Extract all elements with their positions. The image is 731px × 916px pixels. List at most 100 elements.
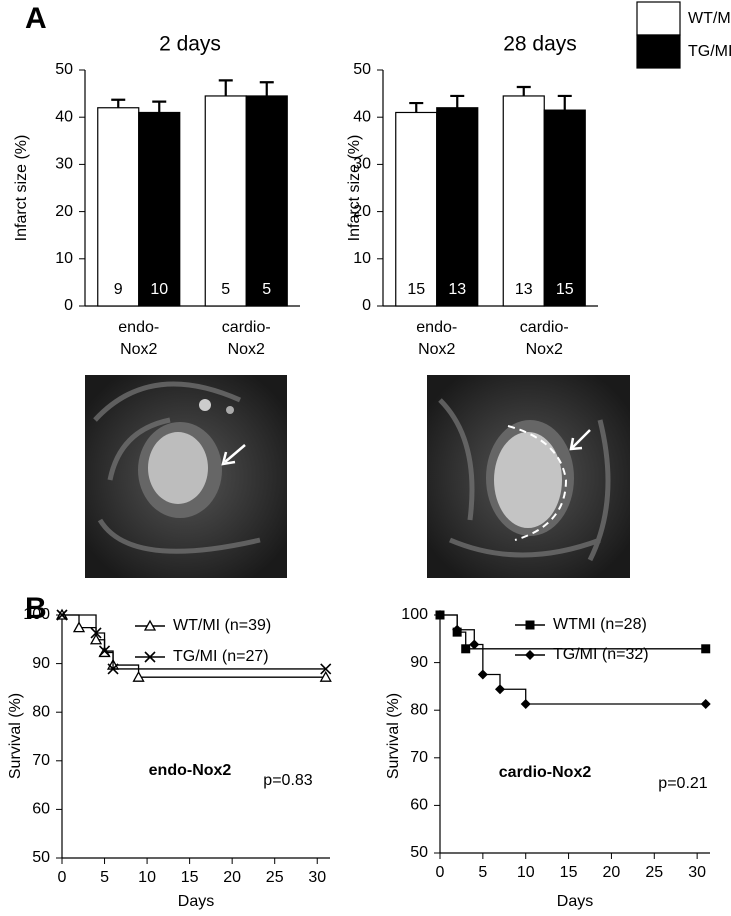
marker (320, 663, 332, 675)
y-tick-label: 100 (23, 606, 50, 623)
bar (436, 107, 479, 307)
y-axis-label: Survival (%) (385, 693, 402, 779)
n-label: 10 (150, 281, 168, 298)
x-tick-label: 10 (517, 864, 535, 881)
x-tick-label: 5 (100, 869, 109, 886)
n-label: 9 (114, 281, 123, 298)
marker (56, 609, 68, 621)
y-tick-label: 10 (353, 250, 371, 267)
y-tick-label: 50 (410, 844, 428, 861)
error-bar (259, 81, 274, 96)
error-bar (152, 100, 167, 113)
marker (700, 699, 711, 710)
y-tick-label: 80 (410, 701, 428, 718)
marker (72, 621, 86, 633)
bar (502, 95, 545, 307)
marker (89, 633, 103, 645)
legend-marker (143, 619, 157, 631)
legend-label: TG/MI (n=27) (173, 648, 269, 665)
legend-label: TG/MI (688, 43, 731, 60)
y-tick-label: 50 (32, 849, 50, 866)
y-tick-label: 50 (55, 61, 73, 78)
y-tick-label: 40 (353, 108, 371, 125)
error-bar (218, 79, 233, 96)
annotation: cardio-Nox2 (499, 764, 592, 781)
marker (520, 699, 531, 710)
x-axis-label: Days (557, 893, 593, 910)
x-tick-label: 20 (223, 869, 241, 886)
n-label: 13 (515, 281, 533, 298)
mri-image (427, 375, 630, 578)
error-bar (516, 85, 531, 96)
x-tick-label: endo- (118, 319, 159, 336)
x-tick-label: cardio- (520, 319, 569, 336)
legend-swatch (636, 34, 681, 69)
chart-title: 2 days (159, 33, 221, 56)
y-tick-label: 60 (32, 801, 50, 818)
x-tick-label: 25 (266, 869, 284, 886)
y-tick-label: 70 (32, 752, 50, 769)
x-tick-label: 10 (138, 869, 156, 886)
error-bar (450, 94, 465, 108)
x-tick-label: 0 (436, 864, 445, 881)
legend-marker (525, 620, 535, 630)
y-tick-label: 10 (55, 250, 73, 267)
legend-swatch (636, 1, 681, 36)
bar (97, 107, 140, 307)
x-tick-label: Nox2 (526, 341, 563, 358)
x-tick-label: 20 (603, 864, 621, 881)
marker (132, 670, 145, 682)
x-axis-label: Days (178, 893, 214, 910)
y-tick-label: 30 (55, 156, 73, 173)
marker (495, 684, 505, 695)
marker (461, 644, 471, 654)
x-tick-label: Nox2 (228, 341, 265, 358)
marker (477, 669, 488, 680)
y-tick-label: 100 (401, 606, 428, 623)
annotation: endo-Nox2 (149, 762, 232, 779)
panel-label: A (25, 2, 47, 35)
y-axis-label: Infarct size (%) (13, 135, 30, 242)
n-label: 5 (221, 281, 230, 298)
legend-label: TG/MI (n=32) (553, 646, 649, 663)
y-tick-label: 30 (353, 156, 371, 173)
marker (98, 645, 111, 657)
x-tick-label: 5 (478, 864, 487, 881)
error-bar (111, 98, 126, 108)
step-line (62, 614, 326, 670)
bar (138, 111, 181, 307)
error-bar (557, 94, 572, 111)
y-tick-label: 40 (55, 108, 73, 125)
y-axis-label: Survival (%) (7, 693, 24, 779)
legend-label: WTMI (n=28) (553, 616, 647, 633)
bar (543, 109, 586, 307)
marker (319, 670, 332, 682)
y-tick-label: 80 (32, 703, 50, 720)
bar (245, 95, 288, 307)
x-tick-label: 30 (688, 864, 706, 881)
x-tick-label: 15 (560, 864, 578, 881)
n-label: 15 (407, 281, 425, 298)
x-tick-label: 30 (308, 869, 326, 886)
chart-title: 28 days (503, 33, 577, 56)
y-tick-label: 0 (362, 297, 371, 314)
n-label: 5 (262, 281, 271, 298)
marker (469, 639, 480, 650)
x-tick-label: endo- (416, 319, 457, 336)
legend-marker (525, 650, 535, 660)
mri-image (85, 375, 287, 578)
y-tick-label: 70 (410, 749, 428, 766)
marker (90, 627, 102, 639)
error-bar (409, 101, 424, 113)
y-tick-label: 20 (55, 203, 73, 220)
y-tick-label: 90 (410, 654, 428, 671)
n-label: 13 (448, 281, 466, 298)
x-tick-label: 15 (181, 869, 199, 886)
x-tick-label: cardio- (222, 319, 271, 336)
bar (204, 95, 247, 307)
y-tick-label: 0 (64, 297, 73, 314)
y-tick-label: 60 (410, 797, 428, 814)
x-tick-label: 25 (645, 864, 663, 881)
y-tick-label: 90 (32, 655, 50, 672)
